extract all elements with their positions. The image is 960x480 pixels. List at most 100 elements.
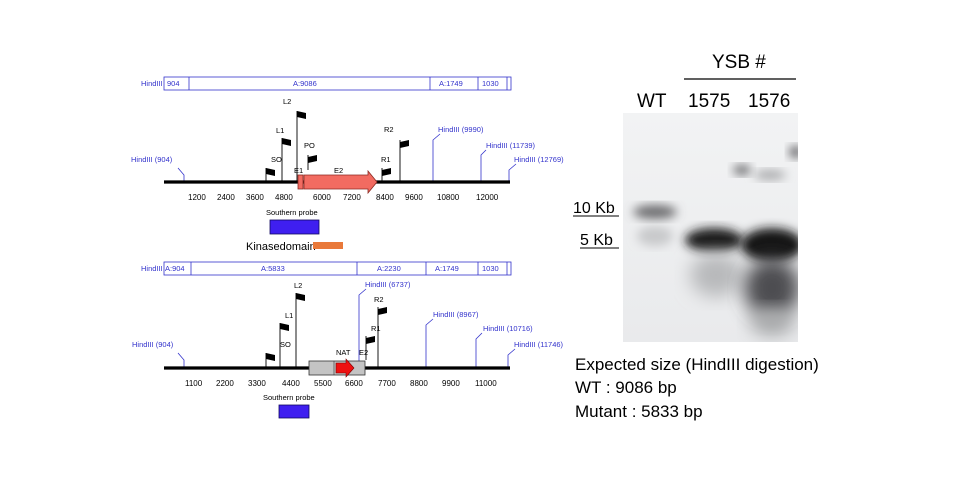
flag-icon	[382, 168, 391, 176]
mut-primer-r2: R2	[374, 295, 384, 304]
wt-band	[633, 205, 677, 219]
wt-site-9990: HindIII (9990)	[438, 125, 484, 134]
wt-tick: 3600	[246, 193, 264, 202]
wt-tick: 1200	[188, 193, 206, 202]
wt-probe-label: Southern probe	[266, 208, 318, 217]
mut-primer-r1: R1	[371, 324, 381, 333]
nat-label: NAT	[336, 348, 351, 357]
wt-site-11739: HindIII (11739)	[486, 141, 536, 150]
mut-primers: L2 L1 SO R2 R1	[265, 281, 387, 368]
flag-icon	[366, 336, 375, 344]
flag-icon	[378, 307, 387, 315]
lane-label-1576: 1576	[748, 91, 790, 112]
blot-image	[623, 113, 798, 342]
wt-bar-seg-1749: A:1749	[439, 79, 463, 88]
wt-scale: 1200 2400 3600 4800 6000 6000 7200 8400 …	[188, 193, 499, 202]
mut-restriction-sites: HindIII (904) HindIII (6737) HindIII (89…	[132, 280, 564, 368]
mut-tick: 11000	[475, 379, 497, 388]
mut-tick: 1100	[185, 379, 203, 388]
wt-exon-e1	[297, 174, 304, 190]
flag-icon	[282, 138, 291, 146]
mut-tick: 9900	[442, 379, 460, 388]
wt-tick: 10800	[437, 193, 460, 202]
mut-tick: 2200	[216, 379, 234, 388]
southern-blot: YSB # WT 1575 1576 10 Kb 5 Kb	[573, 52, 819, 421]
mut-bar-seg-2230: A:2230	[377, 264, 401, 273]
wt-tick: 7200	[343, 193, 361, 202]
wt-primer-r2: R2	[384, 125, 394, 134]
mut-primer-so: SO	[280, 340, 291, 349]
mut-bar-seg-1030: 1030	[482, 264, 499, 273]
mut-tick: 3300	[248, 379, 266, 388]
kinase-domain-bar	[313, 242, 343, 249]
wt-tick: 6000	[313, 193, 331, 202]
flag-icon	[296, 293, 305, 301]
caption-line2: WT : 9086 bp	[575, 378, 677, 397]
mut-site-904: HindIII (904)	[132, 340, 174, 349]
blot-group-label: YSB #	[712, 52, 766, 73]
mut-cassette: NAT E2	[308, 348, 368, 378]
wt-restriction-sites: HindIII (904) HindIII (9990) HindIII (11…	[131, 125, 564, 182]
mut-tick: 5500	[314, 379, 332, 388]
wt-primer-po: PO	[304, 141, 315, 150]
caption-line3: Mutant : 5833 bp	[575, 402, 703, 421]
wt-exons: E1 E2	[294, 166, 378, 195]
wt-primer-l2: L2	[283, 97, 291, 106]
wt-tick: 2400	[217, 193, 235, 202]
flag-icon	[297, 111, 306, 119]
wt-exon-e1-label: E1	[294, 166, 303, 175]
mut-primer-l1: L1	[285, 311, 293, 320]
wt-tick: 8400	[376, 193, 394, 202]
wt-exon-e2-label: E2	[334, 166, 343, 175]
flag-icon	[280, 323, 289, 331]
mut-primer-l2: L2	[294, 281, 302, 290]
mut-exon-e2-label: E2	[359, 348, 368, 357]
wt-primer-r1: R1	[381, 155, 391, 164]
marker-5kb: 5 Kb	[580, 232, 613, 249]
wt-tick: 4800	[275, 193, 293, 202]
mut-segment-bar: HindIII A:904 A:5833 A:2230 A:1749 1030	[141, 261, 512, 276]
flag-icon	[266, 168, 275, 176]
wt-primer-l1: L1	[276, 126, 284, 135]
mut-site-10716: HindIII (10716)	[483, 324, 533, 333]
mut-bar-hindiii: HindIII	[141, 264, 163, 273]
wt-bar-seg-9086: A:9086	[293, 79, 317, 88]
mut-tick: 7700	[378, 379, 396, 388]
mut-tick: 6600	[345, 379, 363, 388]
wt-bar-hindiii: HindIII	[141, 79, 163, 88]
wt-gene-map: HindIII 904 A:9086 A:1749 1030 HindIII (…	[131, 76, 564, 253]
wt-site-12769: HindIII (12769)	[514, 155, 564, 164]
wt-bar-seg-904: 904	[167, 79, 180, 88]
mut-bar-seg-5833: A:5833	[261, 264, 285, 273]
mut-site-6737: HindIII (6737)	[365, 280, 411, 289]
nat-marker-arrow	[335, 358, 355, 378]
mut-scale: 1100 2200 3300 4400 5500 6600 7700 8800 …	[185, 379, 497, 388]
mut-probe-label: Southern probe	[263, 393, 315, 402]
flag-icon	[266, 353, 275, 361]
wt-primer-so: SO	[271, 155, 282, 164]
mut-site-11746: HindIII (11746)	[514, 340, 564, 349]
flag-icon	[400, 140, 409, 148]
mut-bar-seg-1749: A:1749	[435, 264, 459, 273]
wt-segment-bar: HindIII 904 A:9086 A:1749 1030	[141, 76, 512, 91]
wt-southern-probe	[269, 219, 320, 235]
lane-label-1575: 1575	[688, 91, 730, 112]
mutant-gene-map: HindIII A:904 A:5833 A:2230 A:1749 1030 …	[132, 261, 564, 419]
mut-southern-probe	[278, 404, 310, 419]
wt-primers: L2 L1 SO PO R2 R1	[265, 97, 409, 182]
flag-icon	[308, 155, 317, 163]
wt-bar-seg-1030: 1030	[482, 79, 499, 88]
band-1576	[741, 228, 798, 262]
lane-label-wt: WT	[637, 91, 667, 112]
caption-line1: Expected size (HindIII digestion)	[575, 355, 819, 374]
wt-exon-e2-arrow	[303, 169, 378, 195]
wt-tick: 12000	[476, 193, 499, 202]
marker-10kb: 10 Kb	[573, 200, 615, 217]
wt-tick: 9600	[405, 193, 423, 202]
mut-tick: 4400	[282, 379, 300, 388]
mut-bar-seg-904: A:904	[165, 264, 185, 273]
kinase-domain-label: Kinasedomain	[246, 241, 316, 253]
wt-site-904: HindIII (904)	[131, 155, 173, 164]
